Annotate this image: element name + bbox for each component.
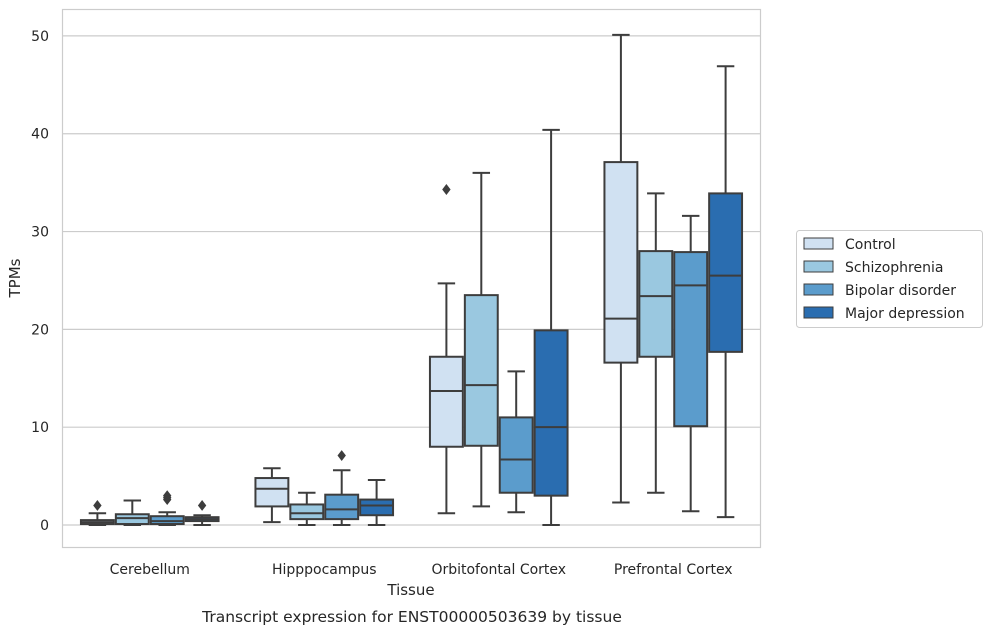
legend-swatch-control <box>803 237 834 250</box>
legend-item-control: Control <box>803 237 896 253</box>
legend-label-schizophrenia: Schizophrenia <box>845 260 943 276</box>
outlier-hipppocampus-bipolar-disorder-0 <box>337 450 346 462</box>
chart-caption: Transcript expression for ENST0000050363… <box>201 608 622 626</box>
box-hipppocampus-control <box>254 467 290 524</box>
legend-item-schizophrenia: Schizophrenia <box>803 260 943 276</box>
x-axis-title: Tissue <box>386 581 434 599</box>
legend-item-major-depression: Major depression <box>803 306 965 322</box>
box-prefrontal-cortex-schizophrenia <box>638 192 674 494</box>
box-body-orbitofontal-cortex-bipolar-disorder <box>498 416 534 494</box>
outlier-cerebellum-control-0 <box>93 499 102 511</box>
box-body-hipppocampus-control <box>254 477 290 508</box>
y-tick-label-0: 0 <box>40 518 49 534</box>
box-body-prefrontal-cortex-major-depression <box>708 192 744 353</box>
x-tick-label-orbitofontal-cortex: Orbitofontal Cortex <box>431 562 566 578</box>
legend-item-bipolar-disorder: Bipolar disorder <box>803 283 956 299</box>
legend: Control Schizophrenia Bipolar disorder M… <box>796 230 983 328</box>
box-prefrontal-cortex-major-depression <box>708 65 744 519</box>
legend-swatch-schizophrenia <box>803 260 834 273</box>
box-prefrontal-cortex-bipolar-disorder <box>673 214 709 513</box>
plot-frame <box>61 8 762 549</box>
box-body-orbitofontal-cortex-major-depression <box>533 329 569 497</box>
box-body-prefrontal-cortex-control <box>603 161 639 364</box>
box-hipppocampus-major-depression <box>359 479 395 527</box>
box-cerebellum-schizophrenia <box>114 499 150 527</box>
legend-swatch-bipolar-disorder <box>803 283 834 296</box>
legend-frame <box>796 230 983 328</box>
box-cerebellum-major-depression <box>184 499 220 527</box>
box-body-prefrontal-cortex-bipolar-disorder <box>673 251 709 428</box>
x-tick-labels: Cerebellum Hipppocampus Orbitofontal Corte… <box>110 562 733 578</box>
box-cerebellum-bipolar-disorder <box>149 490 185 527</box>
legend-label-control: Control <box>845 237 896 253</box>
outlier-orbitofontal-cortex-control-0 <box>442 184 451 195</box>
y-tick-label-50: 50 <box>31 29 49 45</box>
box-orbitofontal-cortex-control <box>428 184 464 515</box>
box-body-hipppocampus-bipolar-disorder <box>324 493 360 521</box>
y-tick-labels: 0 10 20 30 40 50 <box>31 29 49 534</box>
y-tick-label-20: 20 <box>31 322 49 338</box>
box-orbitofontal-cortex-major-depression <box>533 128 569 527</box>
boxes <box>79 33 744 527</box>
box-body-prefrontal-cortex-schizophrenia <box>638 250 674 358</box>
x-tick-label-prefrontal-cortex: Prefrontal Cortex <box>614 562 733 578</box>
box-hipppocampus-bipolar-disorder <box>324 450 360 527</box>
box-orbitofontal-cortex-schizophrenia <box>463 171 499 508</box>
box-hipppocampus-schizophrenia <box>289 491 325 527</box>
box-body-orbitofontal-cortex-control <box>428 355 464 448</box>
legend-swatch-major-depression <box>803 306 834 319</box>
y-tick-label-30: 30 <box>31 225 49 241</box>
x-tick-label-cerebellum: Cerebellum <box>110 562 190 578</box>
box-orbitofontal-cortex-bipolar-disorder <box>498 370 534 514</box>
outlier-cerebellum-major-depression-0 <box>197 499 207 511</box>
legend-label-bipolar-disorder: Bipolar disorder <box>845 283 956 299</box>
y-tick-label-40: 40 <box>31 127 49 143</box>
legend-label-major-depression: Major depression <box>845 306 965 322</box>
y-tick-label-10: 10 <box>31 420 49 436</box>
box-cerebellum-control <box>79 499 115 527</box>
box-prefrontal-cortex-control <box>603 33 639 504</box>
box-body-orbitofontal-cortex-schizophrenia <box>463 294 499 447</box>
y-axis-title: TPMs <box>6 258 24 298</box>
box-body-hipppocampus-major-depression <box>359 498 395 517</box>
x-tick-label-hipppocampus: Hipppocampus <box>272 562 377 578</box>
box-body-hipppocampus-schizophrenia <box>289 503 325 521</box>
outlier-cerebellum-bipolar-disorder-2 <box>163 490 172 502</box>
